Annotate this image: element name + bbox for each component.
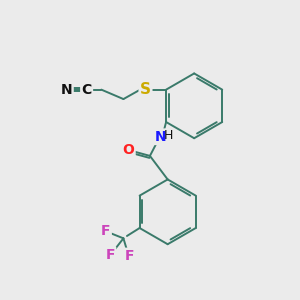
Text: F: F: [105, 248, 115, 262]
Text: F: F: [101, 224, 110, 238]
Text: N: N: [61, 82, 72, 97]
Text: S: S: [140, 82, 151, 97]
Text: O: O: [122, 143, 134, 157]
Text: F: F: [124, 249, 134, 263]
Text: C: C: [82, 82, 92, 97]
Text: N: N: [154, 130, 166, 144]
Text: H: H: [164, 129, 173, 142]
